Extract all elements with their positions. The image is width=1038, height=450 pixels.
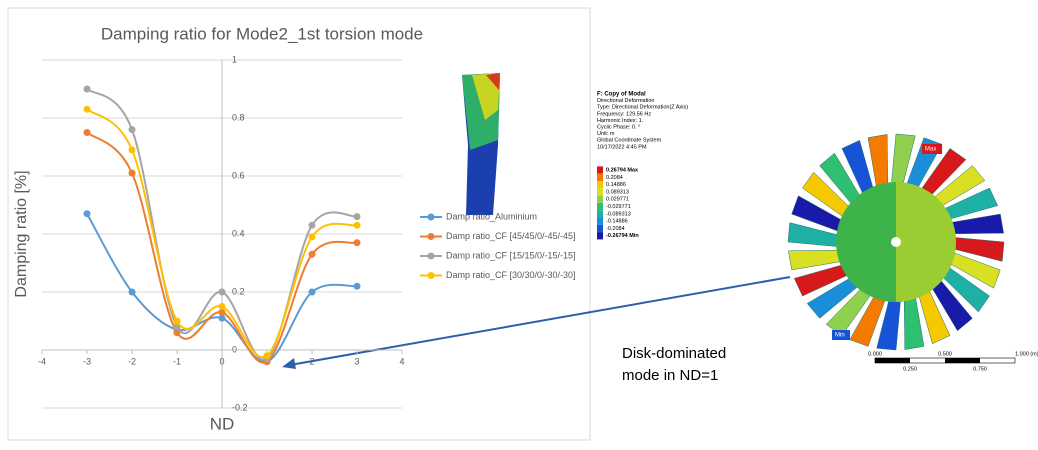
ansys-header: Unit: m [597,131,615,137]
ansys-legend-label: -0.2084 [606,226,625,232]
legend-marker [428,253,435,260]
point [354,239,361,246]
point [219,289,226,296]
ansys-legend-label: -0.14886 [606,219,628,225]
ansys-legend-label: 0.26794 Max [606,167,639,173]
scale-label: 0.750 [973,366,987,372]
ansys-color [597,203,603,210]
point [264,352,271,359]
ansys-header: F: Copy of Modal [597,92,646,98]
ansys-color [597,225,603,232]
legend-label: Damp ratio_CF [45/45/0/-45/-45] [446,231,576,241]
point [354,283,361,290]
page: Damping ratio for Mode2_1st torsion mode… [0,0,1038,445]
y-tick-label: 1 [232,54,237,64]
ansys-legend-label: 0.14886 [606,182,626,188]
y-tick-label: 0.2 [232,286,245,296]
chart-title: Damping ratio for Mode2_1st torsion mode [101,24,423,43]
point [84,129,91,136]
blade [904,297,924,350]
y-tick-label: -0.2 [232,402,248,412]
point [309,233,316,240]
ansys-color [597,196,603,203]
chart-frame [8,8,590,440]
x-tick-label: -4 [38,356,46,366]
scale-label: 0.250 [903,366,917,372]
ansys-legend-label: 0.029771 [606,197,629,203]
ansys-header: Frequency: 129.56 Hz [597,111,651,117]
legend-label: Damp ratio_CF [30/30/0/-30/-30] [446,270,576,280]
point [129,146,136,153]
ansys-legend-label: -0.26794 Min [606,233,639,239]
blade [868,134,888,187]
x-tick-label: 2 [309,356,314,366]
point [219,303,226,310]
point [174,318,181,325]
ansys-legend-label: -0.029771 [606,204,631,210]
point [309,289,316,296]
ansys-color [597,174,603,181]
ansys-color [597,210,603,217]
scale-label: 0.000 [868,351,882,357]
y-tick-label: 0.4 [232,228,245,238]
ansys-header: Global Coordinate System [597,138,662,144]
legend-label: Damp ratio_Aluminium [446,211,537,221]
point [354,222,361,229]
x-tick-label: 4 [399,356,404,366]
point [354,213,361,220]
y-tick-label: 0.6 [232,170,245,180]
min-tag: Min [835,333,845,339]
scale-label: 0.500 [938,351,952,357]
ansys-color [597,232,603,239]
x-tick-label: 3 [354,356,359,366]
point [84,210,91,217]
ansys-header: Directional Deformation [597,98,654,104]
ansys-header: Harmonic Index: 1. [597,118,644,124]
x-tick-label: 0 [219,356,224,366]
x-tick-label: -2 [128,356,136,366]
hub-hole [891,237,901,247]
x-tick-label: -1 [173,356,181,366]
point [309,251,316,258]
annotation: Disk-dominated [622,345,726,362]
ansys-color [597,181,603,188]
legend-marker [428,214,435,221]
legend-marker [428,272,435,279]
scale-seg [875,358,910,363]
legend-marker [428,233,435,240]
ansys-header: Type: Directional Deformation(Z Axis) [597,105,688,111]
y-tick-label: 0 [232,344,237,354]
ansys-color [597,166,603,173]
point [84,106,91,113]
ansys-legend-label: 0.2084 [606,175,623,181]
ansys-color [597,218,603,225]
blade [788,250,841,270]
point [309,222,316,229]
ansys-header: Cyclic Phase: 0. ° [597,124,640,130]
max-tag: Max [925,147,936,153]
legend-label: Damp ratio_CF [15/15/0/-15/-15] [446,250,576,260]
point [129,289,136,296]
ansys-legend-label: -0.089313 [606,211,631,217]
scale-label: 1.000 (m) [1015,351,1038,357]
scale-seg [945,358,980,363]
ansys-legend-label: 0.089313 [606,189,629,195]
annotation: mode in ND=1 [622,367,718,384]
ansys-header: 10/17/2022 4:45 PM [597,144,647,150]
ansys-color [597,188,603,195]
y-tick-label: 0.8 [232,112,245,122]
blade [951,214,1004,234]
point [84,86,91,93]
x-axis-label: ND [210,414,235,433]
point [129,126,136,133]
y-axis-label: Damping ratio [%] [13,170,30,297]
point [129,170,136,177]
x-tick-label: -3 [83,356,91,366]
disk-image: Max Min [788,134,1004,350]
